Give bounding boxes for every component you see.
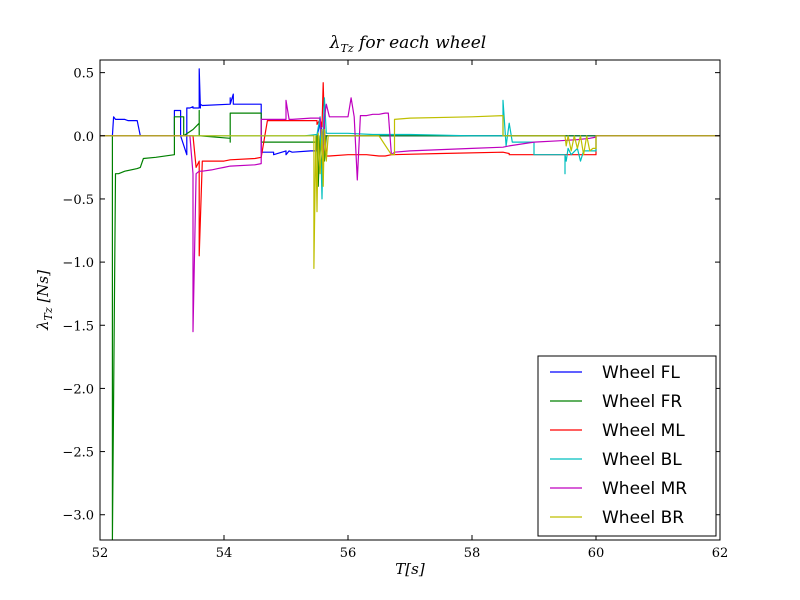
y-axis-label: λTz [Ns] [34,270,55,331]
y-tick-label: −1.5 [62,319,94,334]
legend-label: Wheel FR [602,392,682,412]
legend-label: Wheel BR [602,508,684,528]
y-tick-label: −1.0 [62,256,94,271]
y-tick-label: 0.0 [73,130,94,145]
series-line-wheel-ml [100,82,720,257]
x-tick-label: 54 [216,546,233,561]
series-line-wheel-fl [100,68,720,156]
x-tick-label: 56 [340,546,357,561]
chart-title: λTz for each wheel [329,33,487,55]
legend-label: Wheel ML [602,421,685,441]
y-tick-label: −2.5 [62,446,94,461]
legend-label: Wheel FL [602,363,680,383]
y-tick-label: −2.0 [62,382,94,397]
legend-label: Wheel MR [602,479,687,499]
series-line-wheel-bl [100,97,720,200]
legend-label: Wheel BL [602,450,682,470]
series-line-wheel-br [100,114,720,269]
plot-frame [99,59,721,541]
x-axis-label: T[s] [395,560,425,578]
series-line-wheel-mr [100,97,720,333]
y-tick-label: −3.0 [62,509,94,524]
x-tick-label: 58 [464,546,481,561]
x-tick-label: 60 [588,546,605,561]
x-tick-label: 52 [92,546,109,561]
y-tick-label: −0.5 [62,193,94,208]
legend-box [537,355,717,537]
y-tick-label: 0.5 [73,67,94,82]
x-tick-label: 62 [712,546,729,561]
